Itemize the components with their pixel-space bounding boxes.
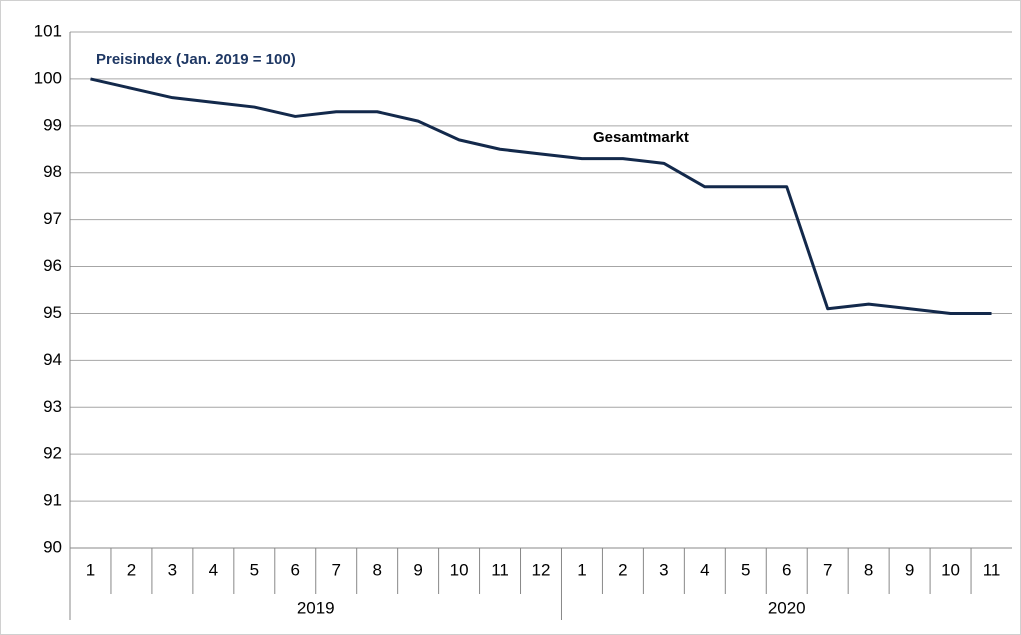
x-tick-label: 1 <box>86 560 95 579</box>
x-tick-label: 9 <box>413 560 422 579</box>
x-tick-label: 9 <box>905 560 914 579</box>
y-tick-label: 95 <box>43 303 62 322</box>
x-group-label: 2020 <box>768 598 806 617</box>
x-tick-label: 10 <box>941 560 960 579</box>
x-tick-label: 3 <box>659 560 668 579</box>
y-tick-label: 94 <box>43 350 62 369</box>
x-tick-label: 10 <box>450 560 469 579</box>
y-tick-label: 90 <box>43 537 62 556</box>
series-line <box>90 77 992 315</box>
x-tick-label: 6 <box>291 560 300 579</box>
x-tick-label: 5 <box>250 560 259 579</box>
y-tick-label: 92 <box>43 444 62 463</box>
x-tick-label: 8 <box>864 560 873 579</box>
x-tick-label: 5 <box>741 560 750 579</box>
x-group-label: 2019 <box>297 598 335 617</box>
y-tick-label: 101 <box>34 21 62 40</box>
x-tick-label: 4 <box>700 560 709 579</box>
x-tick-label: 2 <box>618 560 627 579</box>
y-tick-label: 99 <box>43 115 62 134</box>
y-tick-label: 97 <box>43 209 62 228</box>
x-tick-label: 3 <box>168 560 177 579</box>
x-tick-label: 12 <box>532 560 551 579</box>
x-tick-label: 6 <box>782 560 791 579</box>
annotation: Preisindex (Jan. 2019 = 100) <box>96 51 296 68</box>
x-tick-label: 11 <box>491 560 509 579</box>
y-tick-label: 98 <box>43 162 62 181</box>
y-tick-label: 96 <box>43 256 62 275</box>
x-tick-label: 4 <box>209 560 218 579</box>
x-tick-label: 2 <box>127 560 136 579</box>
y-tick-label: 91 <box>43 491 62 510</box>
x-tick-label: 7 <box>823 560 832 579</box>
x-tick-label: 7 <box>331 560 340 579</box>
x-tick-label: 11 <box>983 560 1001 579</box>
x-tick-label: 8 <box>372 560 381 579</box>
y-tick-label: 93 <box>43 397 62 416</box>
y-tick-label: 100 <box>34 68 62 87</box>
series-label: Gesamtmarkt <box>593 129 689 146</box>
x-tick-label: 1 <box>577 560 586 579</box>
